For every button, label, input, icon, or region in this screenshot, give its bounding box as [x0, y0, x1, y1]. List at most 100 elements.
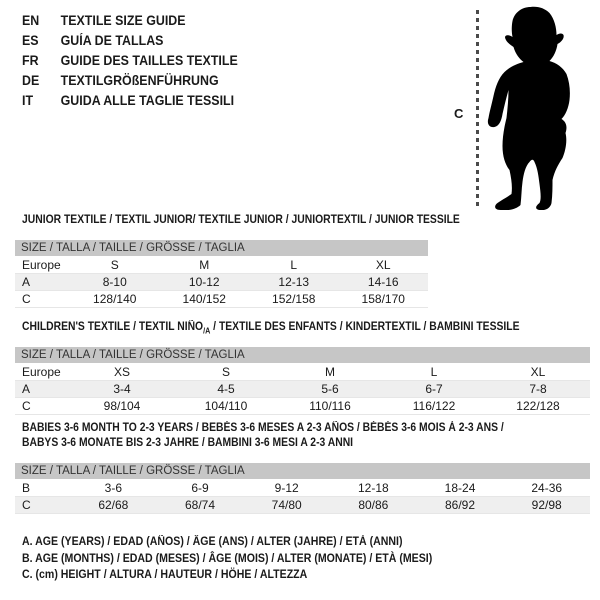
size-value-cell: 24-36 — [531, 481, 563, 495]
table-title-segment: /A — [203, 326, 211, 336]
size-value-cell: 6-7 — [425, 382, 443, 396]
language-label: GUIDA ALLE TAGLIE TESSILI — [60, 92, 235, 108]
size-value-cell: 86/92 — [445, 498, 476, 512]
size-value-cell: M — [325, 365, 335, 379]
size-value-cell: 12-13 — [278, 275, 310, 289]
size-header-label: SIZE / TALLA / TAILLE / GRÖSSE / TAGLIA — [21, 465, 245, 477]
childrens-size-table: SIZE / TALLA / TAILLE / GRÖSSE / TAGLIA E… — [15, 347, 590, 415]
size-value-cell: 6-9 — [191, 481, 209, 495]
language-label: GUIDE DES TAILLES TEXTILE — [60, 52, 238, 68]
footnote-line: C. (cm) HEIGHT / ALTURA / HAUTEUR / HÖHE… — [22, 569, 308, 581]
table-title-line: BABIES 3-6 MONTH TO 2-3 YEARS / BEBÉS 3-… — [22, 421, 504, 436]
table-title-segment: CHILDREN'S TEXTILE / TEXTIL NIÑO — [22, 321, 204, 333]
size-value-cell: L — [290, 258, 298, 272]
language-code: FR — [22, 52, 39, 68]
size-value-cell: M — [199, 258, 210, 272]
row-label-cell: Europe — [22, 258, 61, 272]
size-value-cell: 128/140 — [93, 292, 137, 306]
size-value-cell: 14-16 — [367, 275, 399, 289]
size-value-cell: 5-6 — [321, 382, 339, 396]
table-row: A 8-10 10-12 12-13 14-16 — [15, 274, 428, 291]
language-label: TEXTILE SIZE GUIDE — [60, 12, 186, 28]
language-row: DE TEXTILGRÖßENFÜHRUNG — [22, 70, 238, 90]
size-value-cell: S — [221, 365, 230, 379]
language-row: IT GUIDA ALLE TAGLIE TESSILI — [22, 90, 238, 110]
table-row: C 128/140 140/152 152/158 158/170 — [15, 291, 428, 308]
size-value-cell: 18-24 — [444, 481, 476, 495]
size-value-cell: XL — [375, 258, 391, 272]
size-value-cell: 122/128 — [516, 399, 560, 413]
language-list: EN TEXTILE SIZE GUIDE ES GUÍA DE TALLAS FR GU… — [22, 10, 257, 110]
babies-table-title: BABIES 3-6 MONTH TO 2-3 YEARS / BEBÉS 3-… — [22, 421, 504, 451]
height-measure-label: C — [454, 106, 464, 121]
baby-silhouette-icon — [487, 6, 570, 210]
size-header-label: SIZE / TALLA / TAILLE / GRÖSSE / TAGLIA — [21, 349, 245, 361]
size-value-cell: 8-10 — [102, 275, 127, 289]
language-code: EN — [22, 12, 40, 28]
size-value-cell: 140/152 — [182, 292, 226, 306]
size-header-bar: SIZE / TALLA / TAILLE / GRÖSSE / TAGLIA — [15, 347, 590, 364]
row-label-cell: Europe — [22, 365, 61, 379]
size-value-cell: 80/86 — [358, 498, 389, 512]
baby-figure: C — [440, 6, 590, 214]
table-title-segment: / TEXTILE DES ENFANTS / KINDERTEXTIL / B… — [210, 321, 520, 333]
size-header-label: SIZE / TALLA / TAILLE / GRÖSSE / TAGLIA — [21, 242, 245, 254]
childrens-table-title: CHILDREN'S TEXTILE / TEXTIL NIÑO/A / TEX… — [22, 320, 520, 338]
table-title-segment: BABIES 3-6 MONTH TO 2-3 YEARS / BEBÉS 3-… — [22, 422, 504, 434]
language-code: ES — [22, 32, 39, 48]
size-value-cell: 62/68 — [98, 498, 129, 512]
size-value-cell: XS — [113, 365, 130, 379]
language-row: ES GUÍA DE TALLAS — [22, 30, 238, 50]
size-value-cell: 110/116 — [309, 399, 351, 413]
table-row: C 62/68 68/74 74/80 80/86 86/92 92/98 — [15, 497, 590, 514]
table-title-line: JUNIOR TEXTILE / TEXTIL JUNIOR/ TEXTILE … — [22, 213, 460, 228]
row-label-cell: B — [22, 481, 31, 495]
table-row: A 3-4 4-5 5-6 6-7 7-8 — [15, 381, 590, 398]
size-value-cell: L — [430, 365, 438, 379]
size-value-cell: 10-12 — [188, 275, 220, 289]
size-value-cell: 3-4 — [113, 382, 131, 396]
language-row: EN TEXTILE SIZE GUIDE — [22, 10, 238, 30]
row-label-cell: C — [22, 399, 31, 413]
language-row: FR GUIDE DES TAILLES TEXTILE — [22, 50, 238, 70]
size-value-cell: 104/110 — [204, 399, 248, 413]
size-value-cell: 92/98 — [531, 498, 562, 512]
table-title-segment: BABYS 3-6 MONATE BIS 2-3 JAHRE / BAMBINI… — [22, 437, 354, 449]
size-value-cell: 74/80 — [271, 498, 302, 512]
table-row: C 98/104 104/110 110/116 116/122 122/128 — [15, 398, 590, 415]
footnote-line: A. AGE (YEARS) / EDAD (AÑOS) / ÂGE (ANS)… — [22, 536, 403, 548]
size-value-cell: 116/122 — [412, 399, 456, 413]
junior-table-title: JUNIOR TEXTILE / TEXTIL JUNIOR/ TEXTILE … — [22, 213, 460, 228]
size-value-cell: 158/170 — [361, 292, 405, 306]
language-code: IT — [22, 92, 34, 108]
language-label: TEXTILGRÖßENFÜHRUNG — [60, 72, 219, 88]
table-row: Europe XS S M L XL — [15, 364, 590, 381]
row-label-cell: A — [22, 275, 31, 289]
row-label-cell: A — [22, 382, 31, 396]
size-value-cell: 68/74 — [184, 498, 216, 512]
junior-size-table: SIZE / TALLA / TAILLE / GRÖSSE / TAGLIA E… — [15, 240, 428, 308]
size-value-cell: 7-8 — [529, 382, 547, 396]
footnote-line: B. AGE (MONTHS) / EDAD (MESES) / ÂGE (MO… — [22, 552, 433, 565]
babies-size-table: SIZE / TALLA / TAILLE / GRÖSSE / TAGLIA B… — [15, 463, 590, 514]
table-title-line: CHILDREN'S TEXTILE / TEXTIL NIÑO/A / TEX… — [22, 320, 520, 338]
table-row: Europe S M L XL — [15, 257, 428, 274]
size-value-cell: XL — [530, 365, 546, 379]
height-measure-line — [476, 10, 479, 210]
table-title-segment: JUNIOR TEXTILE / TEXTIL JUNIOR/ TEXTILE … — [22, 214, 460, 226]
footnotes: A. AGE (YEARS) / EDAD (AÑOS) / ÂGE (ANS)… — [22, 534, 432, 584]
row-label-cell: C — [22, 292, 31, 306]
size-value-cell: 12-18 — [358, 481, 389, 495]
size-value-cell: 4-5 — [217, 382, 235, 396]
size-header-bar: SIZE / TALLA / TAILLE / GRÖSSE / TAGLIA — [15, 240, 428, 257]
row-label-cell: C — [22, 498, 31, 512]
table-row: B 3-6 6-9 9-12 12-18 18-24 24-36 — [15, 480, 590, 497]
language-label: GUÍA DE TALLAS — [60, 32, 164, 48]
size-value-cell: 98/104 — [103, 399, 141, 413]
table-title-line: BABYS 3-6 MONATE BIS 2-3 JAHRE / BAMBINI… — [22, 436, 504, 451]
language-code: DE — [22, 72, 40, 88]
size-value-cell: 9-12 — [274, 481, 299, 495]
size-header-bar: SIZE / TALLA / TAILLE / GRÖSSE / TAGLIA — [15, 463, 590, 480]
size-value-cell: 152/158 — [272, 292, 316, 306]
size-value-cell: S — [110, 258, 119, 272]
